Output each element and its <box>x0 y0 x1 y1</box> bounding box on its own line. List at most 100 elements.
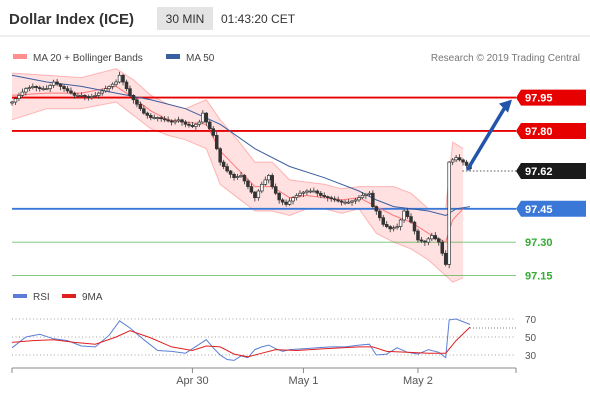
candle <box>391 225 396 232</box>
rsi-tick-label: 50 <box>525 333 537 344</box>
candle <box>371 190 375 209</box>
candle <box>128 85 132 98</box>
candle <box>440 239 444 256</box>
candle <box>409 213 413 224</box>
candle <box>287 197 292 206</box>
candle <box>117 71 122 84</box>
candle <box>461 158 465 166</box>
candle <box>308 188 313 194</box>
candle <box>284 199 288 207</box>
candle <box>169 119 174 126</box>
timeframe-badge[interactable] <box>157 7 213 30</box>
bollinger-upper-line <box>11 68 464 210</box>
candle <box>135 97 139 108</box>
rsi-legend-label: RSI <box>33 292 50 303</box>
candle <box>388 225 392 233</box>
rsi-tick-label: 70 <box>525 315 537 326</box>
candle <box>267 173 271 184</box>
candle <box>232 172 236 181</box>
candle <box>138 101 143 111</box>
candle <box>20 88 25 97</box>
candle <box>280 198 285 206</box>
level-label-97-95: 97.95 <box>516 89 586 106</box>
candle <box>402 209 406 223</box>
candle <box>312 187 316 193</box>
candle <box>322 192 327 199</box>
candle <box>93 91 98 98</box>
candle <box>72 91 77 99</box>
candle <box>142 105 146 115</box>
candle <box>208 120 212 132</box>
candle <box>360 192 365 200</box>
candle <box>294 193 299 201</box>
candle <box>190 121 195 128</box>
candle <box>450 157 455 166</box>
timestamp: 01:43:20 CET <box>221 12 296 26</box>
candle <box>211 126 215 138</box>
candle <box>350 199 354 206</box>
level-label-text: 97.62 <box>525 166 553 178</box>
rsi-legend-swatch <box>13 294 27 298</box>
level-label-text: 97.80 <box>525 126 553 138</box>
candle <box>277 192 281 204</box>
candle <box>176 116 181 123</box>
candle <box>242 173 247 185</box>
candle <box>357 195 361 203</box>
price-levels <box>12 96 516 276</box>
candle <box>155 116 160 122</box>
candle <box>437 237 441 246</box>
ma50-legend-label: MA 50 <box>186 53 215 64</box>
candle <box>239 172 243 179</box>
candle <box>378 209 382 221</box>
candle <box>10 100 14 106</box>
candle <box>367 190 372 197</box>
candle <box>447 160 451 269</box>
candle <box>96 91 101 99</box>
candle <box>13 96 18 106</box>
ma50-legend-swatch <box>166 54 180 59</box>
candle <box>256 189 261 201</box>
candle <box>381 215 386 227</box>
level-labels: 97.95 97.80 97.62 97.45 97.30 97.15 <box>516 89 586 283</box>
candle <box>419 236 424 243</box>
candle <box>298 190 302 198</box>
candle <box>464 159 469 169</box>
candle <box>305 189 309 196</box>
x-tick-label: May 1 <box>288 375 318 387</box>
candle <box>225 163 229 173</box>
candle <box>412 220 417 235</box>
level-label-97-15: 97.15 <box>525 271 553 283</box>
rsi-ma-legend-swatch <box>62 294 76 298</box>
chart-title: Dollar Index (ICE) <box>9 11 134 28</box>
candle <box>194 122 198 130</box>
candle <box>336 196 340 203</box>
timeframe-label: 30 MIN <box>166 12 205 26</box>
rsi-ma-legend-label: 9MA <box>82 292 103 303</box>
level-label-text: 97.45 <box>525 204 553 216</box>
candle <box>332 196 337 203</box>
candle <box>374 205 379 215</box>
bollinger-legend-label: MA 20 + Bollinger Bands <box>33 53 143 64</box>
candle <box>79 92 84 98</box>
candle <box>51 79 56 88</box>
candle <box>228 169 233 179</box>
candle <box>24 87 28 96</box>
rsi-panel: 70 50 30 <box>11 315 537 362</box>
copyright-credit: Research © 2019 Trading Central <box>431 53 580 64</box>
bollinger-legend-swatch <box>13 54 27 59</box>
candle <box>41 86 45 91</box>
candle <box>38 85 42 92</box>
candle <box>260 181 264 194</box>
candle <box>107 85 111 93</box>
candle <box>253 191 257 202</box>
candle <box>315 189 320 197</box>
candle <box>44 85 49 91</box>
candle <box>273 183 278 196</box>
candle <box>270 173 274 190</box>
candle <box>319 190 323 199</box>
candle <box>384 220 389 229</box>
candle <box>55 78 59 87</box>
candle <box>218 147 222 166</box>
level-label-97-45: 97.45 <box>516 200 586 217</box>
